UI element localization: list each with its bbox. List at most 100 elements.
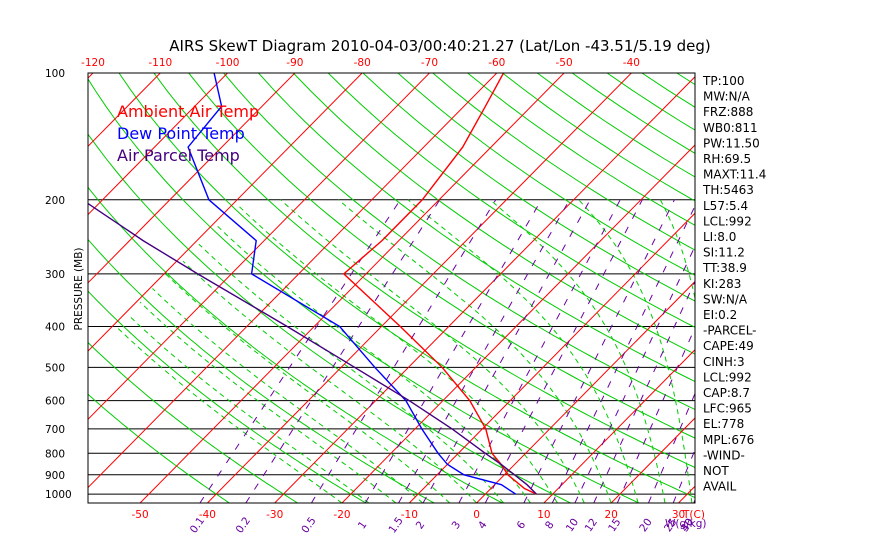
dry-adiabat [781, 73, 870, 503]
dry-adiabat [747, 73, 870, 503]
dry-adiabat [327, 73, 695, 328]
moist-adiabat [198, 243, 504, 503]
y-tick-label: 400 [45, 322, 65, 334]
legend-item: Ambient Air Temp [117, 102, 259, 121]
mixing-ratio-tick-label: 20 [637, 516, 655, 534]
index-label: LCL:992 [703, 214, 752, 228]
moist-adiabat [139, 301, 397, 503]
dry-adiabat [88, 238, 435, 503]
top-temp-tick-label: -120 [81, 57, 105, 69]
mixing-ratio-line [523, 199, 675, 503]
mixing-ratio-line [245, 199, 441, 503]
index-label: MW:N/A [703, 90, 751, 104]
dry-adiabat [153, 73, 695, 469]
series-ambient-air-temp [342, 73, 537, 495]
dry-adiabat [88, 78, 640, 503]
y-tick-label: 500 [45, 362, 65, 374]
mixing-ratio-line [574, 245, 695, 503]
isotherm [88, 73, 498, 489]
mixing-ratio-line [311, 199, 497, 503]
profile-series [88, 73, 537, 495]
index-label: TH:5463 [702, 183, 754, 197]
dry-adiabat [88, 290, 367, 503]
index-label: NOT [703, 464, 729, 478]
index-label: TT:38.9 [702, 261, 747, 275]
index-label: WB0:811 [703, 121, 758, 135]
index-label: LCL:992 [703, 370, 752, 384]
dry-adiabat [397, 73, 695, 276]
mixing-ratio-line [398, 199, 570, 503]
dry-adiabat [88, 393, 230, 503]
y-axis-label: PRESSURE (MB) [73, 247, 85, 330]
dry-adiabat [432, 73, 695, 251]
mixing-ratio-tick-label: 10 [564, 516, 582, 534]
mixing-ratio-tick-label: 3 [450, 519, 464, 531]
index-label: MPL:676 [703, 433, 754, 447]
y-tick-label: 200 [45, 195, 65, 207]
mixing-ratio-line [616, 326, 695, 503]
top-temp-tick-label: -100 [216, 57, 240, 69]
mixing-ratio-line [648, 392, 695, 503]
top-temp-tick-label: -110 [148, 57, 172, 69]
index-label: CINH:3 [703, 355, 745, 369]
index-label: -WIND- [703, 448, 745, 462]
index-label: AVAIL [703, 480, 737, 494]
mixing-ratio-tick-label: 12 [583, 516, 601, 534]
dry-adiabat [851, 73, 870, 503]
mixing-ratio-tick-label: 4 [476, 519, 490, 532]
isotherm [341, 144, 695, 503]
moist-adiabat [115, 326, 343, 503]
isotherm [476, 280, 695, 503]
bottom-temp-tick-label: -40 [199, 509, 216, 521]
mixing-ratio-line [364, 199, 542, 503]
series-air-parcel-temp [88, 202, 537, 495]
index-label: CAPE:49 [703, 339, 754, 353]
isotherm [88, 73, 363, 352]
isotherm [139, 73, 565, 503]
isotherm [0, 64, 35, 503]
legend: Ambient Air Temp Dew Point Temp Air Parcel… [117, 102, 259, 165]
index-label: LFC:965 [703, 402, 752, 416]
dry-adiabat [362, 73, 695, 302]
bottom-temp-tick-label: 10 [537, 509, 550, 521]
dry-adiabat [188, 73, 695, 439]
mixing-ratio-line [484, 199, 643, 503]
index-label: EL:778 [703, 417, 744, 431]
isotherm [543, 349, 695, 503]
dry-adiabat [502, 73, 695, 202]
legend-item: Dew Point Temp [117, 124, 245, 143]
bottom-temp-tick-label: -30 [266, 509, 283, 521]
index-label: SI:11.2 [703, 246, 745, 260]
isotherm [813, 64, 870, 503]
bottom-temp-tick-label: 20 [605, 509, 618, 521]
index-label: FRZ:888 [703, 105, 753, 119]
moist-adiabat [127, 314, 370, 503]
moist-adiabat [280, 199, 585, 503]
index-label: RH:69.5 [703, 152, 751, 166]
index-label: PW:11.50 [703, 136, 760, 150]
y-tick-label: 700 [45, 424, 65, 436]
bottom-temp-tick-label: -50 [132, 509, 149, 521]
index-label: L57:5.4 [703, 199, 748, 213]
mixing-ratio-line [199, 199, 401, 503]
dry-adiabat [816, 73, 870, 503]
isotherm [88, 73, 94, 79]
dry-adiabat [292, 73, 695, 355]
isotherm [88, 73, 431, 421]
index-label: KI:283 [703, 277, 741, 291]
top-temp-tick-label: -50 [556, 57, 573, 69]
dry-adiabat [223, 73, 695, 411]
isotherm [88, 73, 229, 216]
isotherm [88, 73, 296, 284]
y-tick-label: 900 [45, 470, 65, 482]
moist-adiabat [182, 260, 477, 503]
isotherm [88, 73, 161, 148]
moist-adiabat [165, 273, 451, 503]
top-temp-tick-label: -40 [623, 57, 640, 69]
background-grid [0, 64, 870, 503]
index-label: MAXT:11.4 [703, 168, 766, 182]
mixing-ratio-line [593, 280, 695, 503]
top-temp-tick-label: -70 [421, 57, 438, 69]
dry-adiabat [118, 73, 695, 499]
mixing-ratio-line [422, 199, 591, 503]
